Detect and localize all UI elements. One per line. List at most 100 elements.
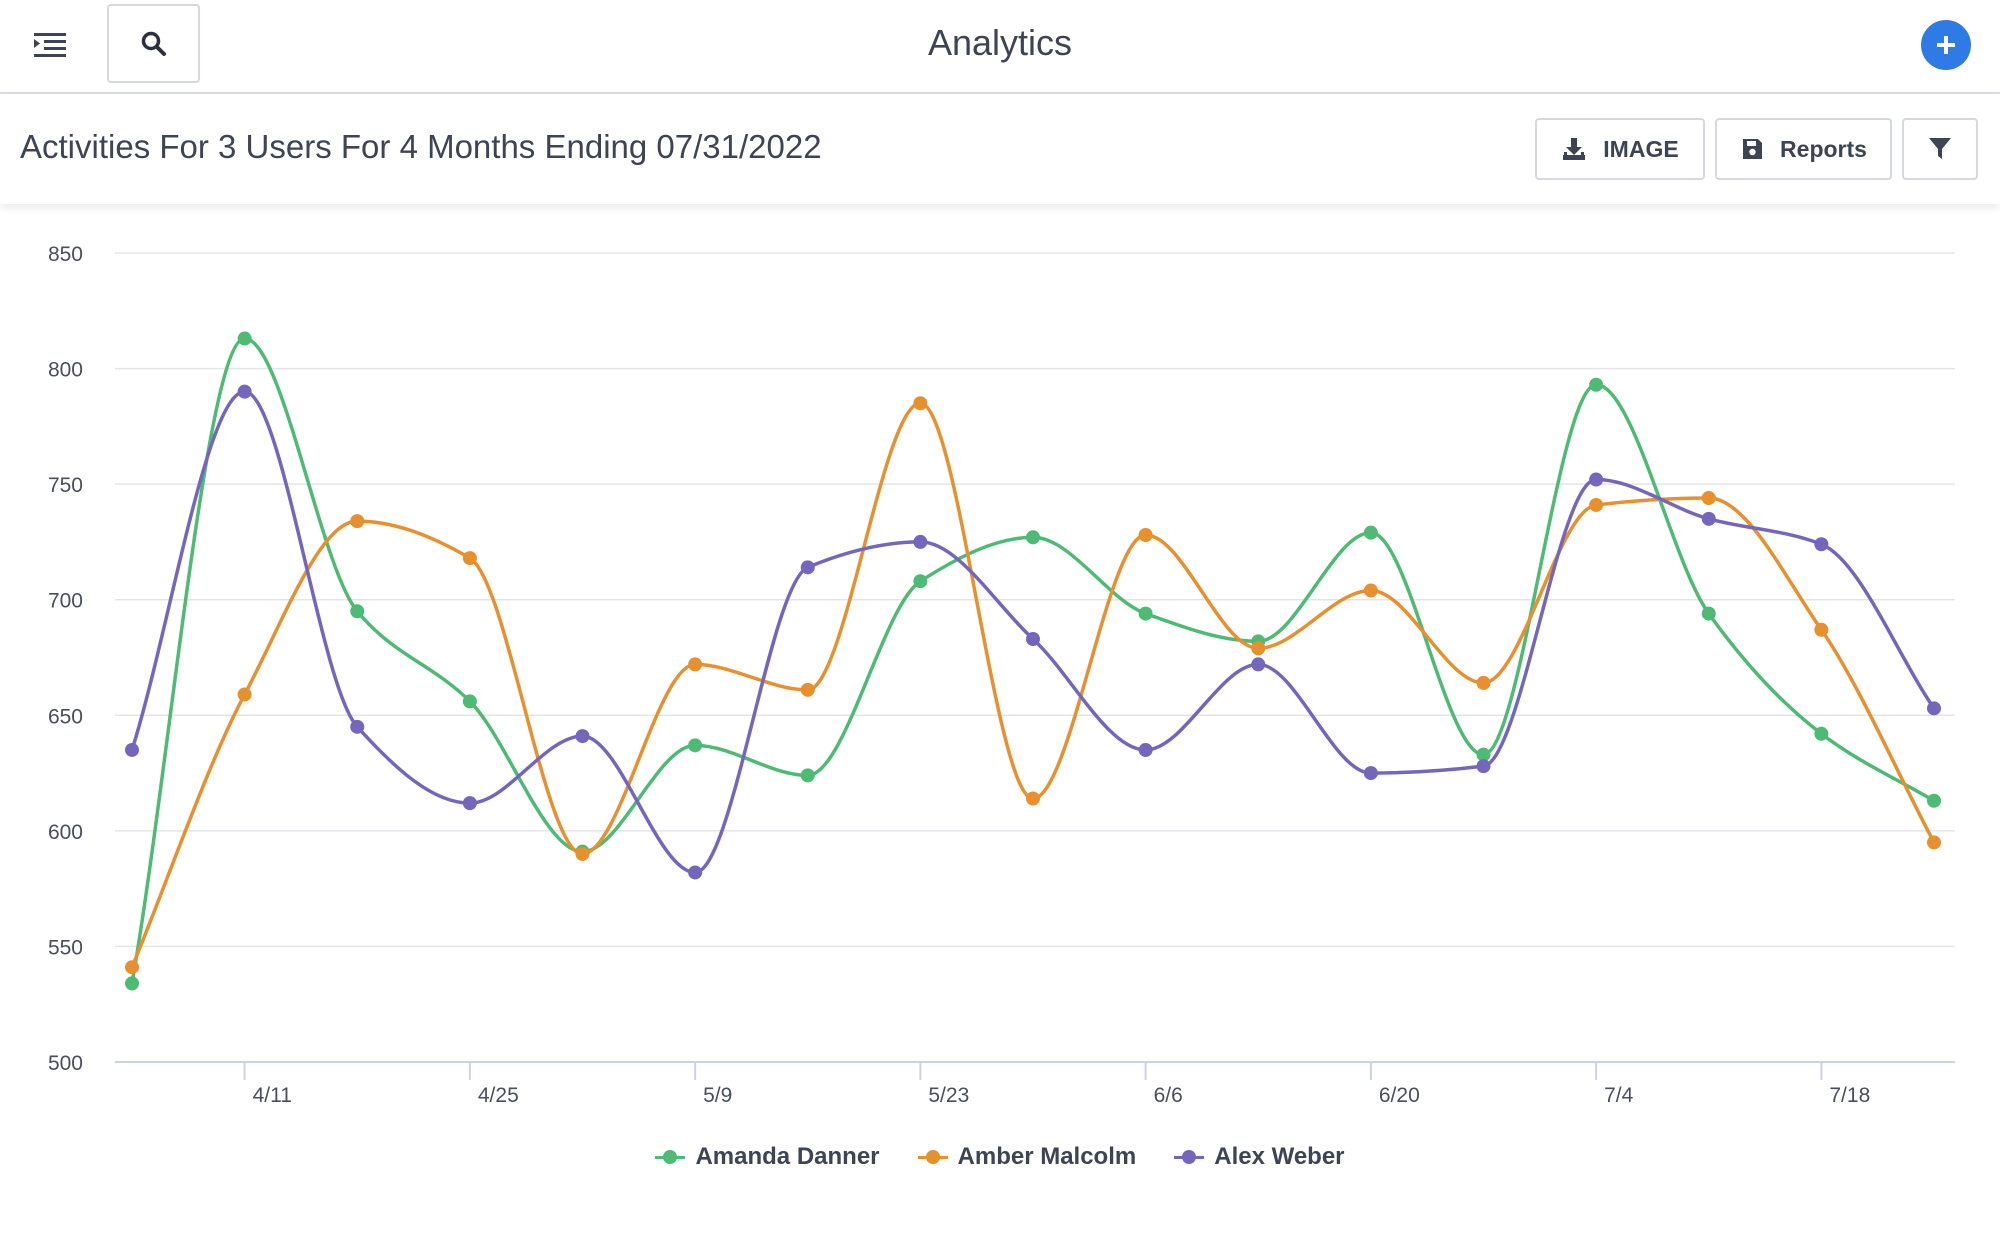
data-point[interactable] — [1026, 632, 1040, 647]
x-tick-label: 7/18 — [1829, 1084, 1870, 1107]
plus-icon — [1937, 36, 1955, 54]
search-button[interactable] — [107, 4, 200, 83]
page-title: Analytics — [927, 22, 1073, 63]
data-point[interactable] — [913, 534, 928, 549]
data-point[interactable] — [462, 694, 477, 709]
data-point[interactable] — [1701, 511, 1716, 526]
data-point[interactable] — [350, 719, 365, 734]
data-point[interactable] — [237, 687, 252, 702]
data-point[interactable] — [125, 960, 139, 975]
data-point[interactable] — [1589, 497, 1604, 512]
legend-swatch — [1174, 1150, 1205, 1164]
x-tick-label: 5/23 — [928, 1084, 969, 1107]
data-point[interactable] — [1138, 527, 1153, 542]
data-point[interactable] — [237, 384, 252, 399]
data-point[interactable] — [688, 738, 703, 753]
legend-label: Amanda Danner — [695, 1143, 880, 1170]
y-tick-label: 600 — [48, 821, 83, 844]
data-point[interactable] — [125, 742, 139, 757]
data-point[interactable] — [1927, 835, 1941, 850]
activity-line-chart: 500 550 600 650 700 750 800 850 4/11 4/25 5/9 5/23 6… — [48, 243, 1955, 1107]
report-toolbar: Activities For 3 Users For 4 Months Endi… — [0, 94, 2000, 204]
data-point[interactable] — [1363, 525, 1378, 540]
data-point[interactable] — [1814, 726, 1829, 741]
y-tick-label: 500 — [48, 1052, 83, 1075]
data-point[interactable] — [1476, 675, 1491, 690]
data-point[interactable] — [913, 574, 928, 589]
data-point[interactable] — [1589, 377, 1604, 392]
data-point[interactable] — [462, 796, 477, 811]
chart-grid: 500 550 600 650 700 750 800 850 4/11 4/25 5/9 5/23 6… — [48, 243, 1955, 1107]
x-tick-label: 4/11 — [253, 1084, 292, 1107]
x-tick-label: 7/4 — [1604, 1084, 1634, 1107]
data-point[interactable] — [688, 865, 703, 880]
data-point[interactable] — [1251, 657, 1266, 672]
x-tick-label: 4/25 — [478, 1084, 519, 1107]
data-point[interactable] — [1814, 537, 1829, 552]
y-tick-label: 700 — [48, 590, 83, 613]
x-tick-label: 5/9 — [703, 1084, 732, 1107]
menu-indent-icon[interactable] — [30, 28, 70, 62]
data-point[interactable] — [1701, 606, 1716, 621]
x-tick-label: 6/6 — [1154, 1084, 1183, 1107]
data-point[interactable] — [800, 768, 815, 783]
reports-button[interactable]: Reports — [1715, 118, 1892, 180]
data-point[interactable] — [1138, 742, 1153, 757]
data-point[interactable] — [237, 331, 252, 346]
series-line — [130, 401, 1936, 968]
report-title: Activities For 3 Users For 4 Months Endi… — [20, 128, 822, 165]
legend-swatch — [917, 1150, 948, 1164]
data-point[interactable] — [575, 729, 590, 744]
data-point[interactable] — [1026, 530, 1040, 545]
add-button[interactable] — [1921, 20, 1971, 70]
legend-label: Alex Weber — [1214, 1143, 1345, 1170]
data-point[interactable] — [1363, 766, 1378, 781]
export-image-button[interactable]: IMAGE — [1535, 118, 1705, 180]
legend-item[interactable]: Amber Malcolm — [917, 1143, 1137, 1171]
series-amanda-danner[interactable] — [125, 331, 1941, 991]
reports-label: Reports — [1780, 135, 1867, 162]
search-icon — [141, 31, 166, 56]
data-point[interactable] — [1927, 793, 1941, 808]
data-point[interactable] — [575, 846, 590, 861]
data-point[interactable] — [1476, 747, 1491, 762]
legend-label: Amber Malcolm — [957, 1143, 1137, 1170]
data-point[interactable] — [1701, 491, 1716, 506]
data-point[interactable] — [800, 682, 815, 697]
data-point[interactable] — [1927, 701, 1941, 716]
legend-swatch — [655, 1150, 686, 1164]
filter-button[interactable] — [1902, 118, 1978, 180]
data-point[interactable] — [1476, 759, 1491, 774]
data-point[interactable] — [1814, 622, 1829, 637]
data-point[interactable] — [800, 560, 815, 575]
filter-icon — [1929, 138, 1951, 159]
legend-item[interactable]: Alex Weber — [1174, 1143, 1345, 1171]
y-tick-label: 650 — [48, 705, 83, 728]
chart-series — [125, 331, 1941, 991]
data-point[interactable] — [350, 604, 365, 619]
series-line — [130, 336, 1935, 984]
top-bar: Analytics — [0, 0, 2000, 94]
x-tick-label: 6/20 — [1379, 1084, 1420, 1107]
save-icon — [1743, 139, 1763, 159]
y-tick-label: 800 — [48, 359, 83, 382]
export-image-label: IMAGE — [1603, 135, 1679, 162]
chart-legend: Amanda Danner Amber Malcolm Alex Weber — [0, 1143, 2000, 1171]
legend-item[interactable]: Amanda Danner — [655, 1143, 880, 1171]
data-point[interactable] — [1589, 472, 1604, 487]
y-tick-label: 550 — [48, 936, 83, 959]
data-point[interactable] — [1363, 583, 1378, 598]
y-tick-label: 850 — [48, 243, 83, 266]
data-point[interactable] — [1026, 791, 1040, 806]
data-point[interactable] — [688, 657, 703, 672]
y-tick-label: 750 — [48, 474, 83, 497]
data-point[interactable] — [913, 396, 928, 411]
series-amber-malcolm[interactable] — [125, 396, 1941, 975]
download-icon — [1563, 138, 1586, 160]
series-alex-weber[interactable] — [125, 384, 1941, 880]
data-point[interactable] — [462, 551, 477, 566]
data-point[interactable] — [1251, 641, 1266, 656]
data-point[interactable] — [1138, 606, 1153, 621]
data-point[interactable] — [350, 514, 365, 529]
data-point[interactable] — [125, 976, 139, 991]
